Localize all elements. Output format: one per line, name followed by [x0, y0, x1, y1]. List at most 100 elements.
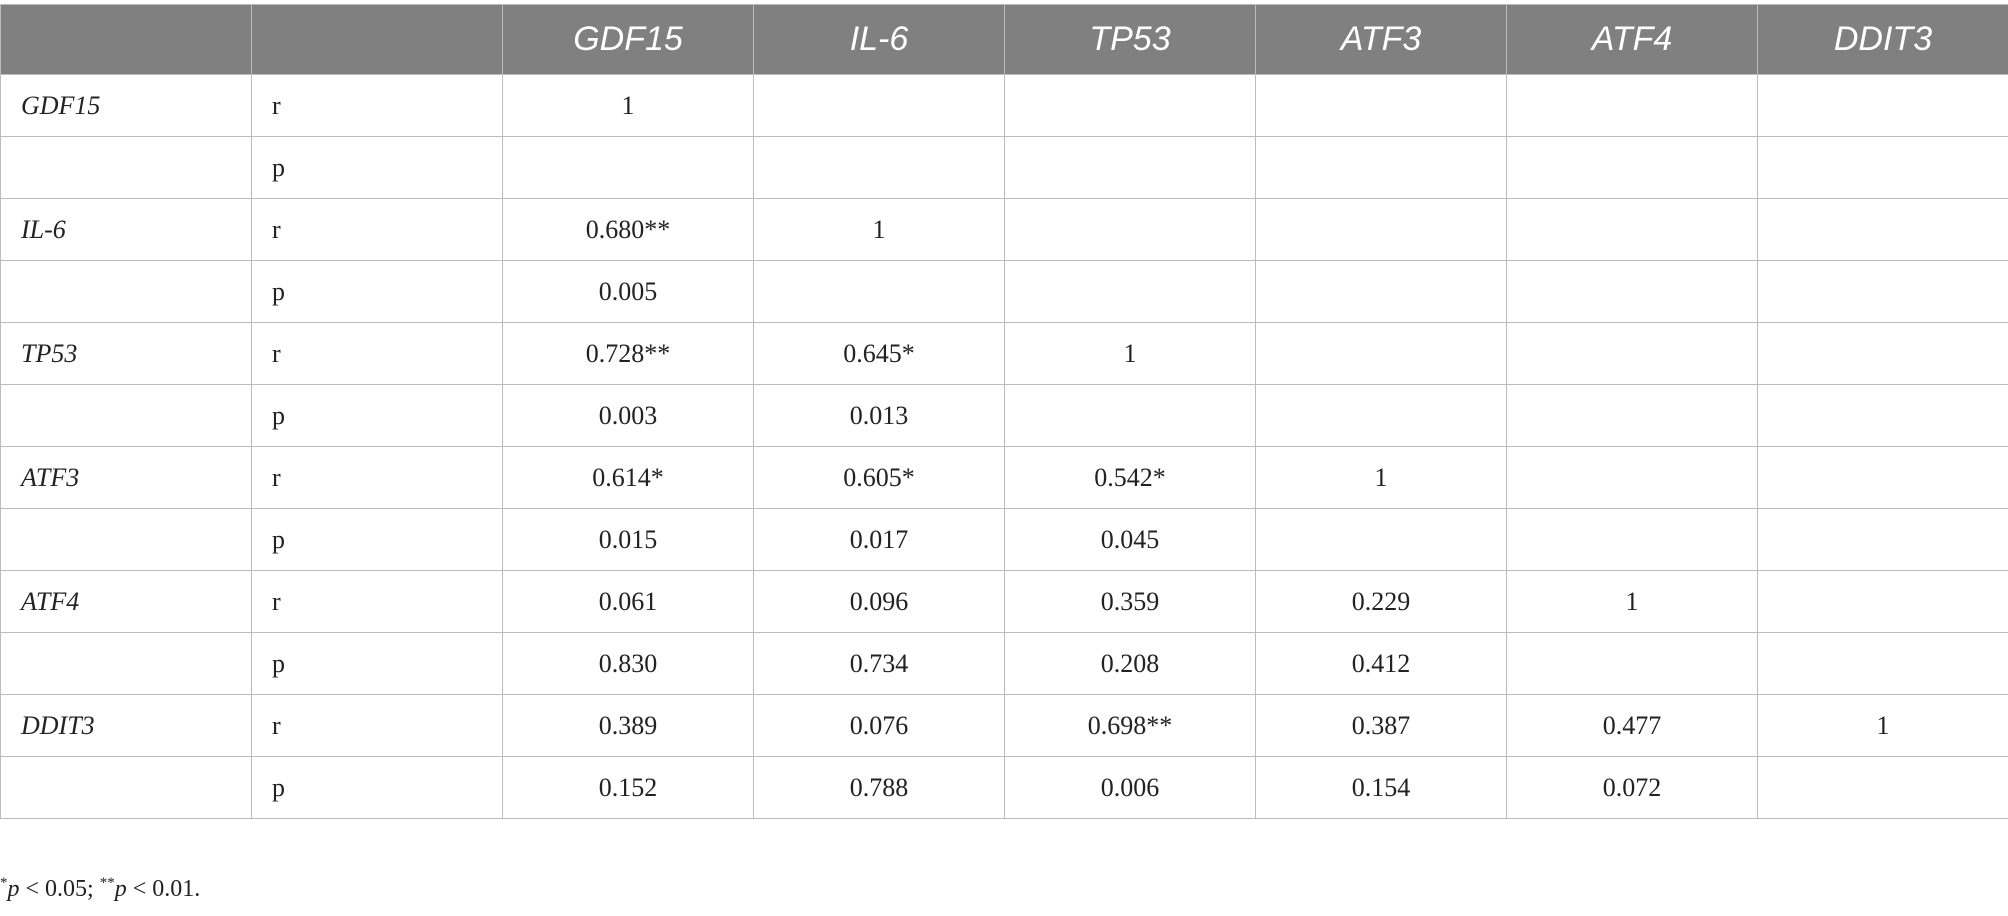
table-cell: 0.229	[1255, 570, 1507, 633]
table-cell: 0.154	[1255, 756, 1507, 819]
table-header-row: GDF15 IL-6 TP53 ATF3 ATF4 DDIT3	[0, 4, 2008, 75]
table-cell: 1	[1255, 446, 1507, 509]
row-gene-label	[0, 136, 252, 199]
table-cell	[502, 136, 754, 199]
table-row: p 0.005	[0, 260, 2008, 323]
table-cell	[1004, 260, 1256, 323]
table-cell: 1	[1506, 570, 1758, 633]
row-stat-label: r	[251, 446, 503, 509]
row-gene-label: DDIT3	[0, 694, 252, 757]
table-row: ATF3 r 0.614* 0.605* 0.542* 1	[0, 446, 2008, 509]
table-cell: 0.614*	[502, 446, 754, 509]
table-cell	[1506, 446, 1758, 509]
table-cell: 0.061	[502, 570, 754, 633]
table-cell	[1506, 74, 1758, 137]
table-cell	[1255, 260, 1507, 323]
table-cell	[1757, 260, 2008, 323]
table-cell: 0.542*	[1004, 446, 1256, 509]
row-stat-label: p	[251, 756, 503, 819]
table-cell: 1	[1757, 694, 2008, 757]
table-cell	[1506, 322, 1758, 385]
row-stat-label: p	[251, 260, 503, 323]
table-row: GDF15 r 1	[0, 74, 2008, 137]
footnote-p-symbol: p	[114, 876, 127, 902]
table-cell: 0.015	[502, 508, 754, 571]
table-cell: 0.017	[753, 508, 1005, 571]
table-cell: 1	[1004, 322, 1256, 385]
row-gene-label	[0, 260, 252, 323]
table-cell	[1757, 384, 2008, 447]
table-cell	[1757, 198, 2008, 261]
table-cell	[1757, 74, 2008, 137]
header-cell-ddit3: DDIT3	[1757, 4, 2008, 75]
table-cell	[1506, 632, 1758, 695]
row-gene-label: GDF15	[0, 74, 252, 137]
header-cell	[0, 4, 252, 75]
table-cell: 0.788	[753, 756, 1005, 819]
table-cell: 0.076	[753, 694, 1005, 757]
row-stat-label: p	[251, 632, 503, 695]
row-stat-label: r	[251, 570, 503, 633]
table-cell: 0.005	[502, 260, 754, 323]
table-cell: 0.698**	[1004, 694, 1256, 757]
row-stat-label: p	[251, 508, 503, 571]
table-footnote: *p < 0.05; **p < 0.01.	[0, 875, 200, 903]
table-cell	[1757, 446, 2008, 509]
table-cell	[1004, 384, 1256, 447]
table-cell: 0.645*	[753, 322, 1005, 385]
row-stat-label: r	[251, 74, 503, 137]
table-cell: 0.152	[502, 756, 754, 819]
header-cell-tp53: TP53	[1004, 4, 1256, 75]
table-body: GDF15 r 1 p IL-6 r 0.680** 1 p 0.005 TP53 r 0.728** 0…	[0, 74, 2008, 819]
footnote-p-symbol: p	[7, 876, 20, 902]
table-cell	[1757, 570, 2008, 633]
table-row: ATF4 r 0.061 0.096 0.359 0.229 1	[0, 570, 2008, 633]
table-cell	[1506, 508, 1758, 571]
row-stat-label: r	[251, 322, 503, 385]
table-cell: 0.728**	[502, 322, 754, 385]
table-cell: 0.072	[1506, 756, 1758, 819]
table-cell	[753, 260, 1005, 323]
table-cell: 0.387	[1255, 694, 1507, 757]
table-cell	[1757, 756, 2008, 819]
row-gene-label: IL-6	[0, 198, 252, 261]
table-row: p 0.015 0.017 0.045	[0, 508, 2008, 571]
header-cell-il6: IL-6	[753, 4, 1005, 75]
table-cell	[1506, 136, 1758, 199]
table-cell	[1506, 198, 1758, 261]
footnote-mark-single: *	[0, 875, 8, 891]
table-row: p 0.003 0.013	[0, 384, 2008, 447]
table-cell: 0.389	[502, 694, 754, 757]
table-cell	[1506, 384, 1758, 447]
table-cell	[1757, 508, 2008, 571]
table-row: p 0.830 0.734 0.208 0.412	[0, 632, 2008, 695]
footnote-threshold-1: < 0.05;	[19, 876, 100, 902]
table-cell	[1004, 74, 1256, 137]
table-cell: 0.096	[753, 570, 1005, 633]
correlation-table: GDF15 IL-6 TP53 ATF3 ATF4 DDIT3 GDF15 r 1 p…	[0, 4, 2008, 819]
table-cell: 0.208	[1004, 632, 1256, 695]
row-gene-label: ATF3	[0, 446, 252, 509]
table-cell	[753, 74, 1005, 137]
row-gene-label: ATF4	[0, 570, 252, 633]
table-cell	[1506, 260, 1758, 323]
table-row: IL-6 r 0.680** 1	[0, 198, 2008, 261]
table-cell: 0.734	[753, 632, 1005, 695]
table-row: p 0.152 0.788 0.006 0.154 0.072	[0, 756, 2008, 819]
footnote-threshold-2: < 0.01.	[126, 876, 201, 902]
row-stat-label: r	[251, 198, 503, 261]
table-cell: 0.013	[753, 384, 1005, 447]
row-stat-label: r	[251, 694, 503, 757]
table-cell: 0.003	[502, 384, 754, 447]
table-cell	[1255, 508, 1507, 571]
correlation-table-container: GDF15 IL-6 TP53 ATF3 ATF4 DDIT3 GDF15 r 1 p…	[0, 4, 2008, 819]
table-cell: 0.605*	[753, 446, 1005, 509]
table-cell: 1	[753, 198, 1005, 261]
row-gene-label	[0, 632, 252, 695]
row-gene-label	[0, 384, 252, 447]
table-cell: 0.412	[1255, 632, 1507, 695]
table-cell: 0.830	[502, 632, 754, 695]
table-cell: 0.045	[1004, 508, 1256, 571]
table-cell	[1255, 198, 1507, 261]
table-cell	[1255, 136, 1507, 199]
